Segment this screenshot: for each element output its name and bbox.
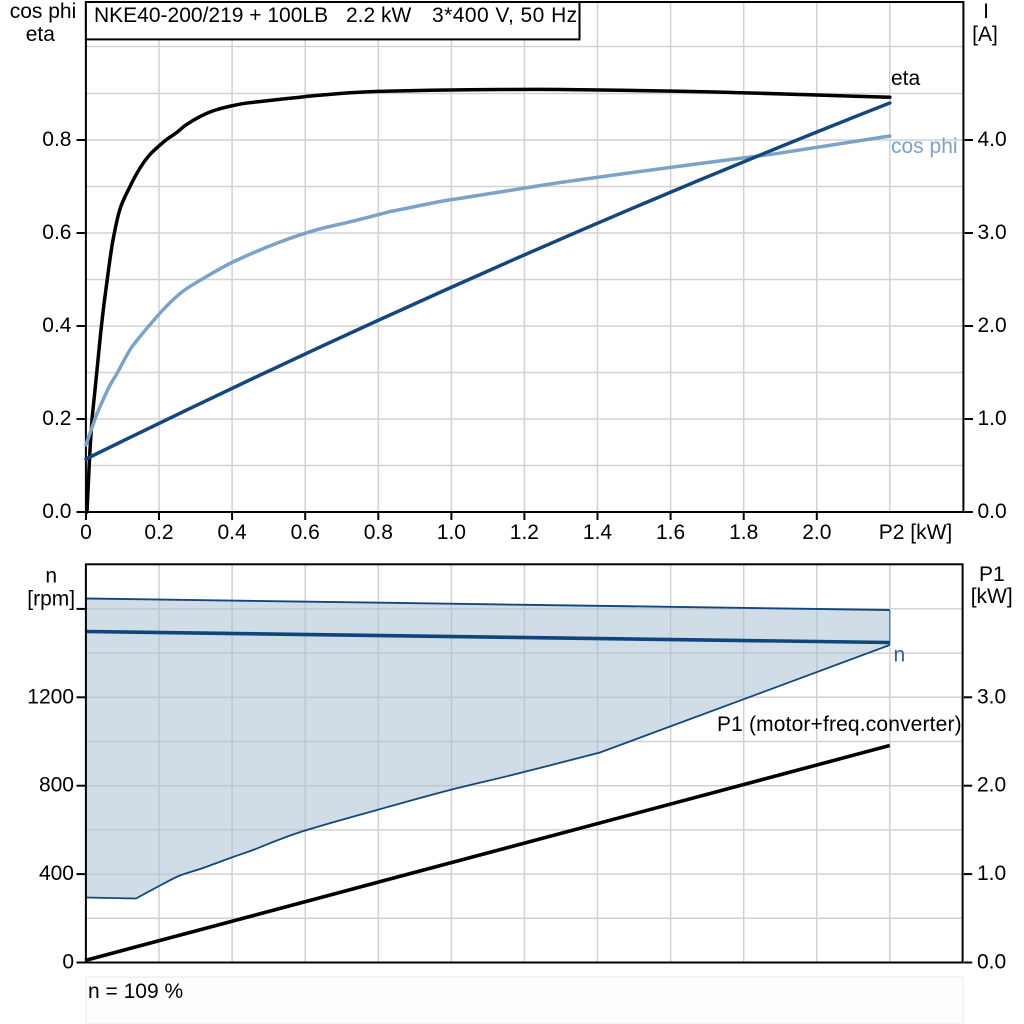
svg-text:0.0: 0.0: [42, 500, 71, 523]
svg-text:0: 0: [80, 521, 92, 544]
svg-text:1200: 1200: [27, 685, 74, 708]
svg-text:1.0: 1.0: [977, 862, 1006, 885]
svg-text:0.0: 0.0: [977, 951, 1006, 974]
svg-text:3*400 V, 50 Hz: 3*400 V, 50 Hz: [432, 4, 578, 27]
svg-text:1.6: 1.6: [656, 521, 685, 544]
svg-text:P1: P1: [979, 563, 1005, 586]
svg-text:2.0: 2.0: [802, 521, 831, 544]
svg-text:1.0: 1.0: [978, 407, 1007, 430]
svg-text:0.6: 0.6: [291, 521, 320, 544]
svg-text:400: 400: [39, 862, 74, 885]
svg-text:NKE40-200/219 + 100LB: NKE40-200/219 + 100LB: [94, 4, 328, 27]
svg-text:cos phi: cos phi: [891, 135, 958, 158]
svg-text:0.2: 0.2: [42, 407, 71, 430]
svg-text:0.2: 0.2: [144, 521, 173, 544]
svg-text:[rpm]: [rpm]: [27, 587, 75, 610]
svg-text:P2 [kW]: P2 [kW]: [879, 521, 953, 544]
svg-text:eta: eta: [26, 23, 56, 46]
svg-text:2.0: 2.0: [978, 314, 1007, 337]
svg-text:0.6: 0.6: [42, 221, 71, 244]
svg-text:1.2: 1.2: [510, 521, 539, 544]
svg-text:0.4: 0.4: [217, 521, 247, 544]
svg-text:800: 800: [39, 774, 74, 797]
svg-text:0.8: 0.8: [364, 521, 393, 544]
svg-text:I: I: [983, 0, 989, 23]
svg-text:cos phi: cos phi: [10, 0, 77, 23]
svg-text:n: n: [45, 565, 57, 588]
svg-text:3.0: 3.0: [977, 685, 1006, 708]
svg-text:0.0: 0.0: [978, 500, 1007, 523]
svg-text:[A]: [A]: [972, 23, 998, 46]
svg-text:eta: eta: [891, 67, 921, 90]
svg-text:P1 (motor+freq.converter): P1 (motor+freq.converter): [717, 713, 962, 736]
svg-text:1.0: 1.0: [437, 521, 466, 544]
svg-text:4.0: 4.0: [978, 128, 1007, 151]
svg-text:3.0: 3.0: [978, 221, 1007, 244]
svg-text:n: n: [894, 643, 906, 666]
svg-text:n = 109 %: n = 109 %: [88, 980, 183, 1003]
svg-text:[kW]: [kW]: [971, 585, 1013, 608]
svg-text:0: 0: [62, 951, 74, 974]
svg-text:1.8: 1.8: [729, 521, 758, 544]
svg-text:1.4: 1.4: [583, 521, 613, 544]
svg-text:2.0: 2.0: [977, 774, 1006, 797]
svg-text:0.8: 0.8: [42, 128, 71, 151]
svg-text:2.2 kW: 2.2 kW: [346, 4, 412, 27]
svg-text:0.4: 0.4: [42, 314, 72, 337]
